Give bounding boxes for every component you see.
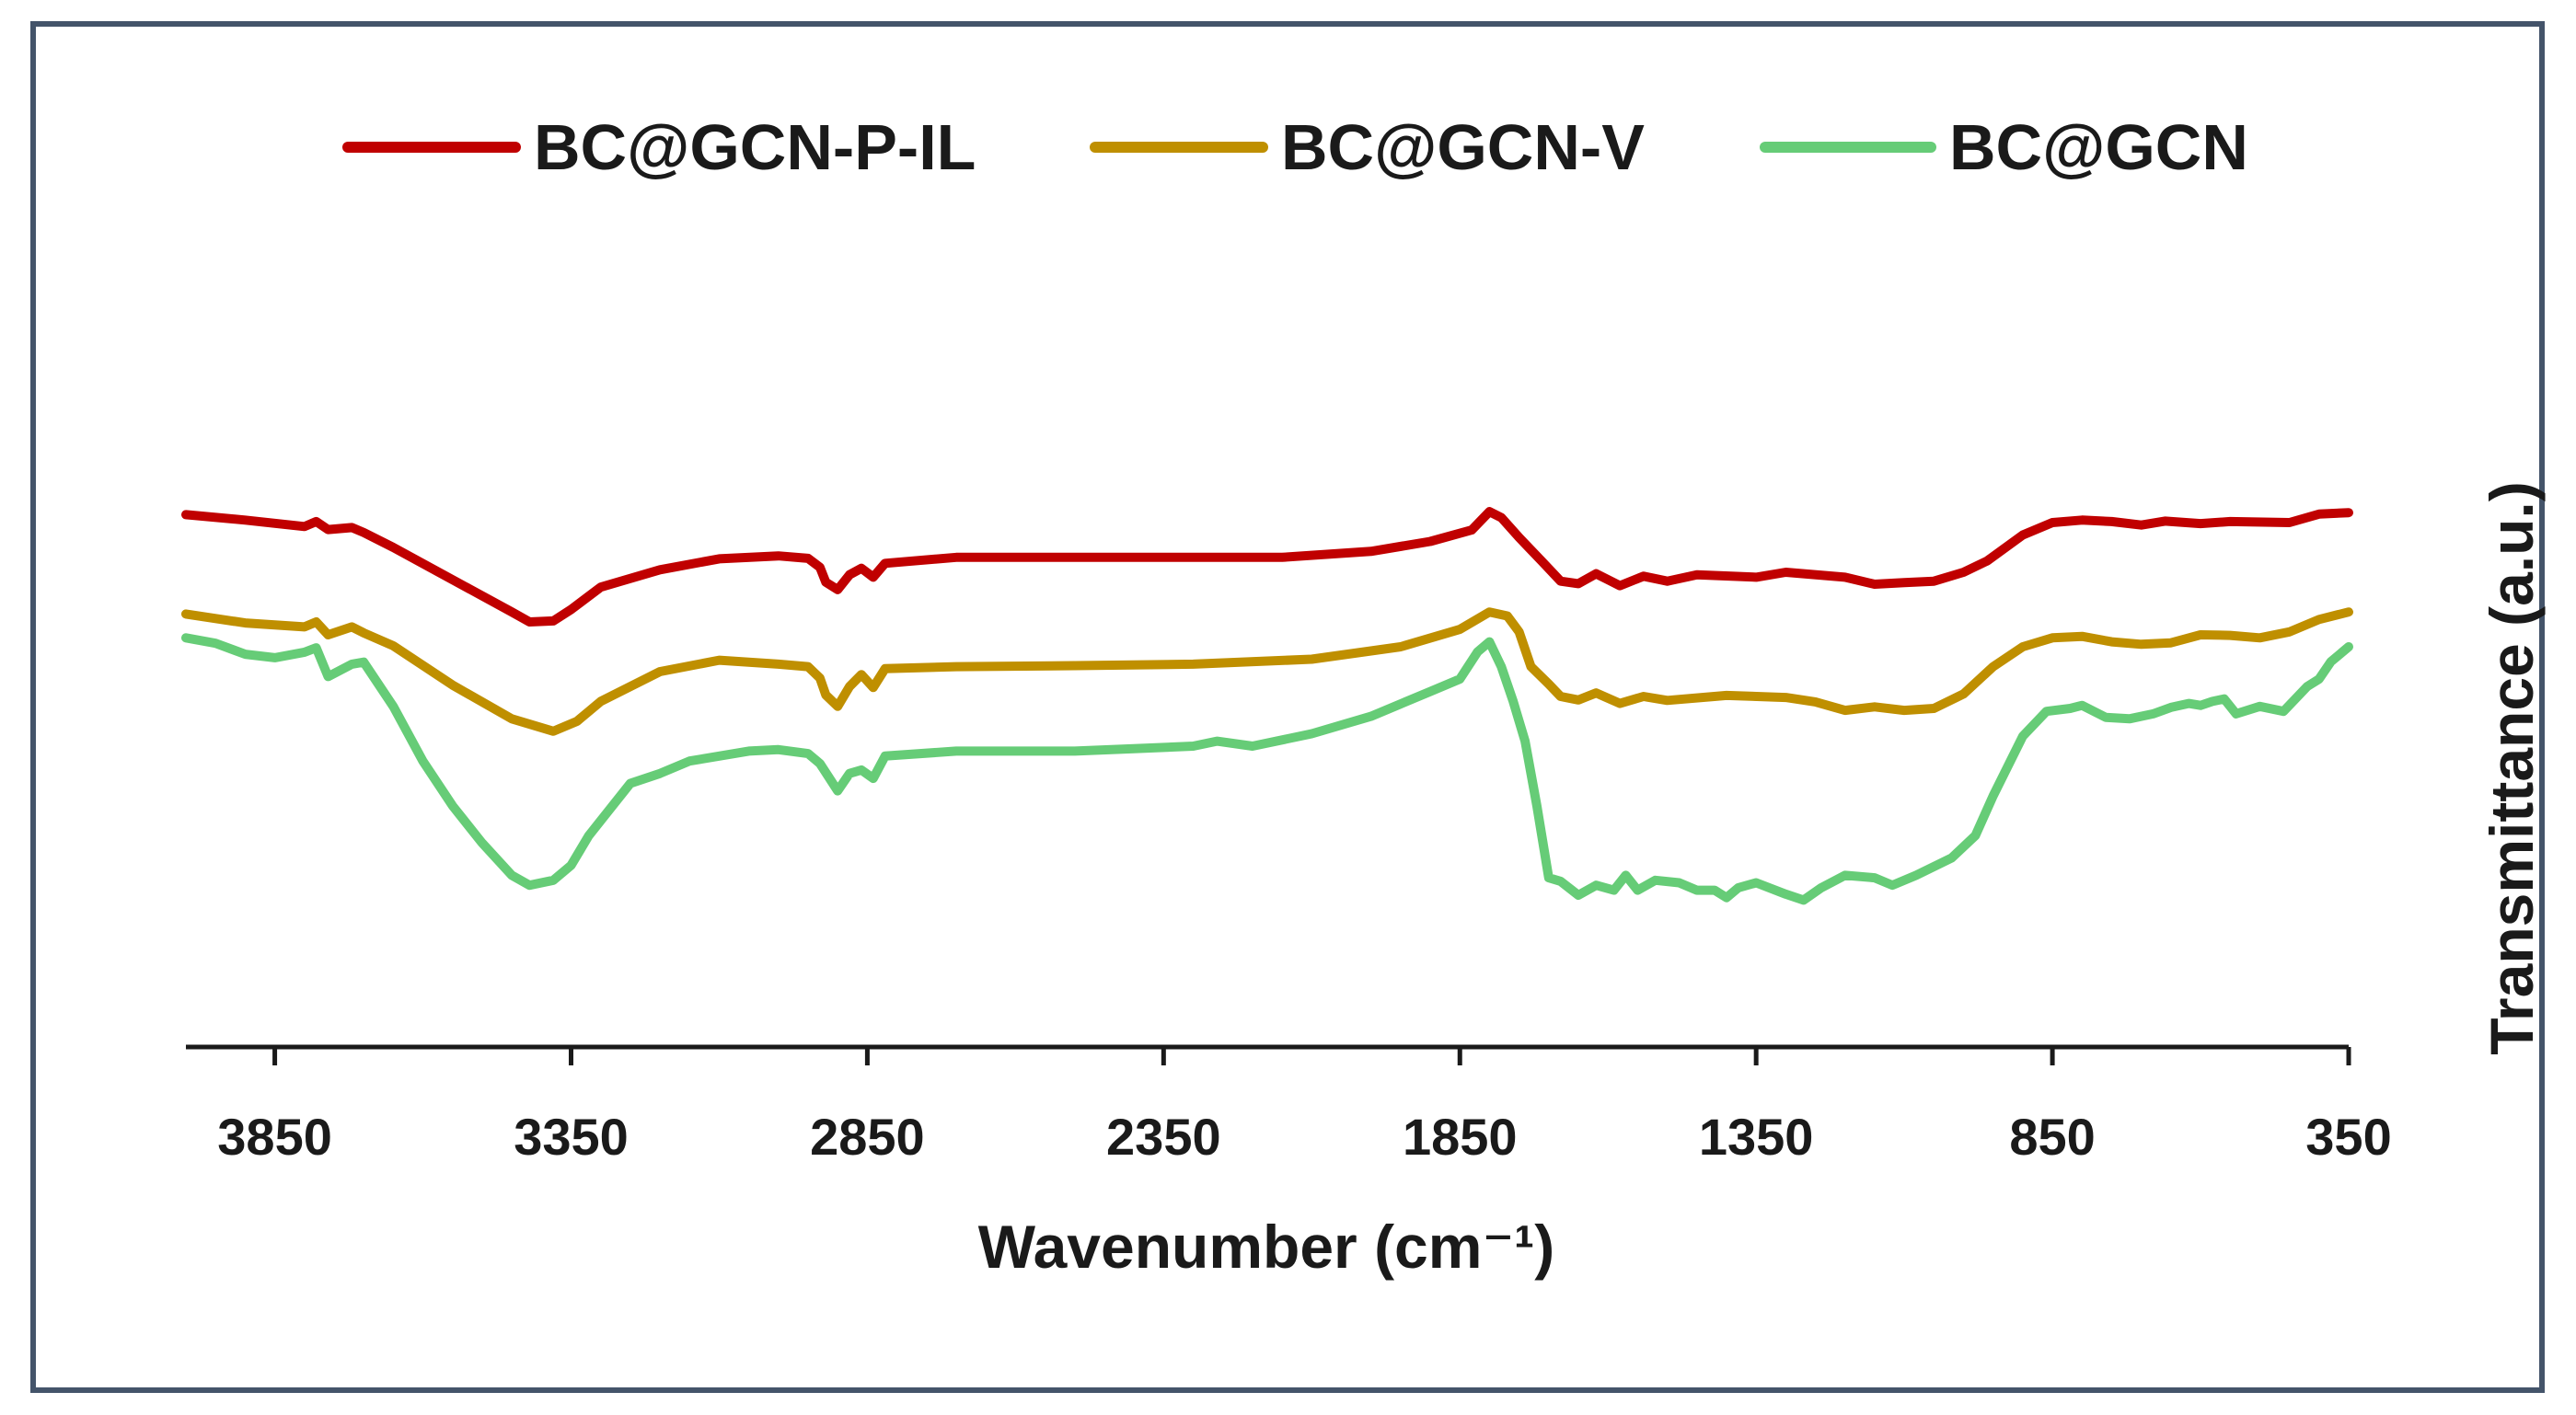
x-tick-label: 3350: [514, 1108, 629, 1166]
plot-area: [181, 507, 2353, 905]
x-tick-label: 1350: [1699, 1108, 1814, 1166]
x-tick-label: 3850: [217, 1108, 332, 1166]
x-axis: 3850 3350 2850 2350 1850 1350 850 350: [186, 1044, 2392, 1166]
chart-border: [30, 21, 2545, 1393]
x-tick-label: 2350: [1106, 1108, 1221, 1166]
x-tick-label: 850: [2009, 1108, 2095, 1166]
legend-label-2: BC@GCN-V: [1281, 111, 1645, 183]
legend-label-3: BC@GCN: [1949, 111, 2248, 183]
legend-label-1: BC@GCN-P-IL: [534, 111, 976, 183]
x-axis-title: Wavenumber (cm⁻¹): [978, 1213, 1554, 1281]
series-line-3: [181, 633, 2353, 905]
y-axis-title: Transmittance (a.u.): [2478, 481, 2546, 1055]
x-tick-label: 1850: [1403, 1108, 1518, 1166]
x-tick-label: 350: [2305, 1108, 2391, 1166]
x-tick-label: 2850: [810, 1108, 925, 1166]
series-line-2: [181, 607, 2353, 736]
series-line-1: [181, 507, 2353, 627]
legend: BC@GCN-P-IL BC@GCN-V BC@GCN: [342, 111, 2248, 183]
